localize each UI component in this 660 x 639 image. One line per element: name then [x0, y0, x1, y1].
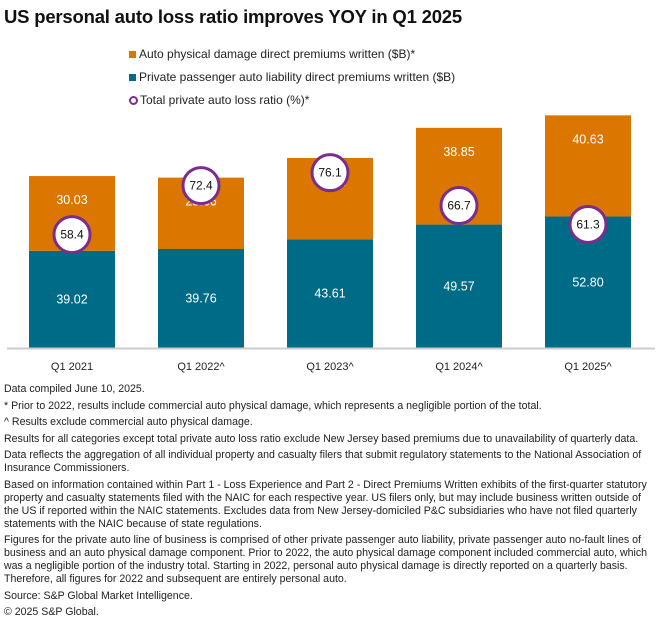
legend-ring-icon	[129, 95, 138, 105]
bar-liability	[29, 250, 115, 348]
chart-title: US personal auto loss ratio improves YOY…	[4, 6, 462, 27]
note-methodology: Based on information contained within Pa…	[4, 478, 647, 530]
data-label-physical-damage: 38.85	[443, 145, 474, 159]
notes: Data compiled June 10, 2025. * Prior to …	[4, 383, 656, 623]
data-label-loss-ratio: 58.4	[60, 228, 84, 242]
data-label-liability: 39.02	[56, 292, 87, 306]
data-label-physical-damage: 30.03	[56, 193, 87, 207]
loss-ratio-marker	[310, 153, 350, 193]
data-label-loss-ratio: 76.1	[318, 166, 342, 180]
legend-item-liability: Private passenger auto liability direct …	[129, 67, 455, 87]
note-asterisk: * Prior to 2022, results include commerc…	[4, 399, 542, 412]
bar-physical-damage	[545, 115, 631, 217]
legend-label-liability: Private passenger auto liability direct …	[139, 70, 456, 84]
legend-swatch-physical-damage	[129, 50, 136, 58]
legend-label-loss-ratio: Total private auto loss ratio (%)*	[140, 93, 310, 107]
note-copyright: © 2025 S&P Global.	[4, 606, 99, 618]
data-label-liability: 49.57	[443, 279, 474, 293]
x-tick-label: Q1 2021	[51, 361, 93, 373]
legend: Auto physical damage direct premiums wri…	[129, 44, 455, 113]
loss-ratio-marker	[52, 215, 92, 255]
note-compiled: Data compiled June 10, 2025.	[4, 383, 145, 395]
data-label-physical-damage: 40.63	[572, 132, 603, 146]
legend-label-physical-damage: Auto physical damage direct premiums wri…	[139, 47, 416, 61]
loss-ratio-marker	[181, 166, 221, 206]
note-aggregation: Data reflects the aggregation of all ind…	[4, 449, 642, 474]
x-tick-label: Q1 2022^	[177, 361, 225, 373]
data-label-loss-ratio: 61.3	[576, 217, 600, 231]
bar-liability	[416, 224, 502, 348]
bar-liability	[287, 239, 373, 348]
note-caret: ^ Results exclude commercial auto physic…	[4, 416, 253, 428]
data-label-liability: 43.61	[314, 287, 345, 301]
note-line-definition: Figures for the private auto line of bus…	[4, 534, 648, 585]
data-label-liability: 52.80	[572, 275, 603, 289]
note-new-jersey: Results for all categories except total …	[4, 432, 639, 445]
data-label-loss-ratio: 72.4	[189, 179, 213, 193]
loss-ratio-marker	[439, 186, 479, 226]
x-tick-label: Q1 2024^	[435, 361, 483, 373]
bar-liability	[158, 248, 244, 348]
x-tick-label: Q1 2025^	[564, 361, 612, 373]
loss-ratio-marker	[568, 204, 608, 244]
data-label-liability: 39.76	[185, 291, 216, 305]
data-label-loss-ratio: 66.7	[447, 199, 471, 213]
legend-swatch-liability	[129, 73, 136, 81]
legend-item-loss-ratio: Total private auto loss ratio (%)*	[129, 90, 455, 110]
x-tick-label: Q1 2023^	[306, 361, 354, 373]
note-source: Source: S&P Global Market Intelligence.	[4, 589, 193, 602]
legend-item-physical-damage: Auto physical damage direct premiums wri…	[129, 44, 455, 64]
